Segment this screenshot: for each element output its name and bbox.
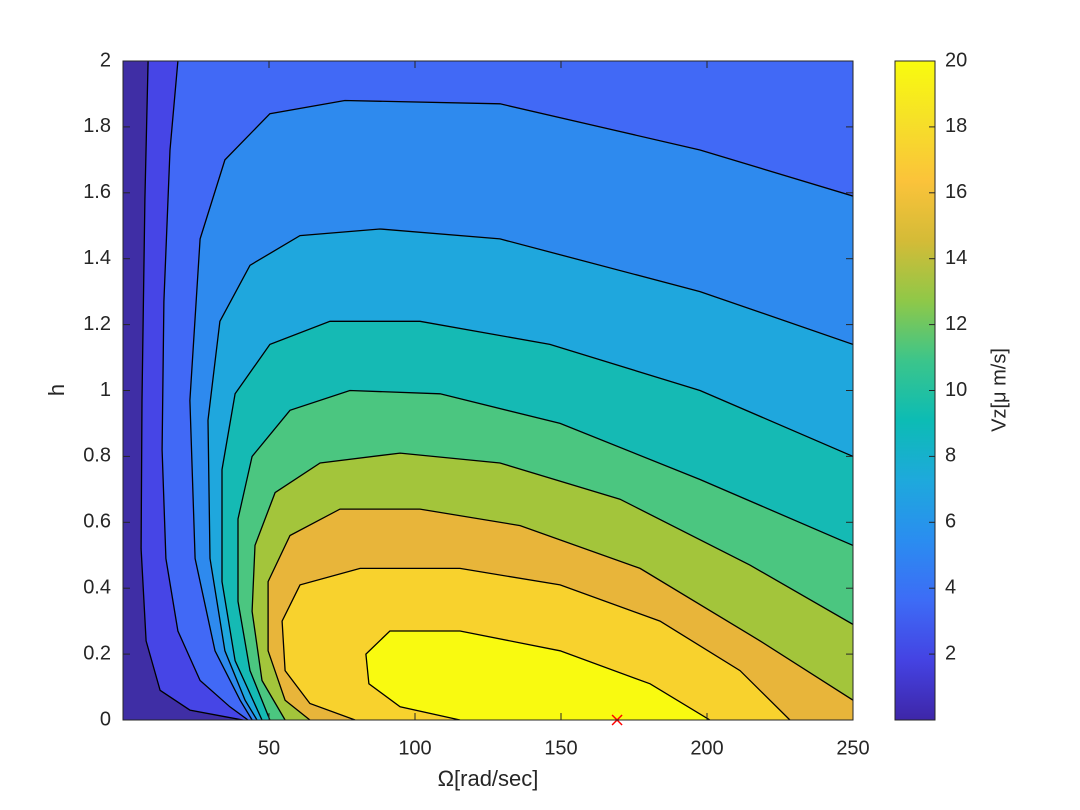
colorbar-tick-label: 8	[945, 445, 956, 467]
contour-line	[267, 508, 853, 720]
colorbar-tick-label: 20	[945, 49, 967, 71]
y-tick-label: 0.4	[83, 576, 111, 598]
colorbar-tick-label: 6	[945, 511, 956, 533]
plot-area	[123, 61, 853, 720]
x-tick-label: 250	[836, 737, 869, 759]
y-tick-label: 1.8	[83, 115, 111, 137]
colorbar-tick-label: 18	[945, 115, 967, 137]
x-tick-label: 50	[258, 737, 280, 759]
contour-line	[365, 630, 711, 720]
x-tick-label: 100	[398, 737, 431, 759]
contour-line	[251, 452, 853, 720]
y-tick-label: 1.6	[83, 181, 111, 203]
y-tick-label: 1.4	[83, 247, 111, 269]
colorbar-tick-label: 4	[945, 576, 956, 598]
y-tick-label: 1	[100, 379, 111, 401]
contour-line	[237, 389, 853, 720]
x-axis-label: Ω[rad/sec]	[438, 766, 539, 791]
contour-line	[189, 99, 853, 720]
colorbar-tick-label: 10	[945, 379, 967, 401]
y-tick-label: 0	[100, 708, 111, 730]
y-tick-label: 0.8	[83, 445, 111, 467]
contour-line	[140, 61, 244, 720]
contour-line	[207, 228, 853, 720]
colorbar-label: Vz[μ m/s]	[988, 348, 1010, 432]
colorbar-tick-label: 2	[945, 642, 956, 664]
colorbar-tick-label: 14	[945, 247, 967, 269]
contour-line	[161, 61, 249, 720]
overlay: 50 100 150 200 250 0 0.2 0.4 0.6 0.8 1 1.2 1.4 1.6 1.8…	[83, 49, 967, 759]
contour-line	[221, 320, 853, 720]
contour-fill	[365, 631, 853, 720]
colorbar-tick-label: 16	[945, 181, 967, 203]
colorbar	[894, 60, 936, 721]
x-tick-label: 150	[544, 737, 577, 759]
y-tick-label: 1.2	[83, 313, 111, 335]
contour-line	[281, 567, 791, 720]
y-axis-label: h	[44, 384, 69, 396]
colorbar-tick-label: 12	[945, 313, 967, 335]
x-tick-label: 200	[690, 737, 723, 759]
y-tick-label: 0.6	[83, 511, 111, 533]
y-tick-label: 2	[100, 49, 111, 71]
y-tick-label: 0.2	[83, 642, 111, 664]
